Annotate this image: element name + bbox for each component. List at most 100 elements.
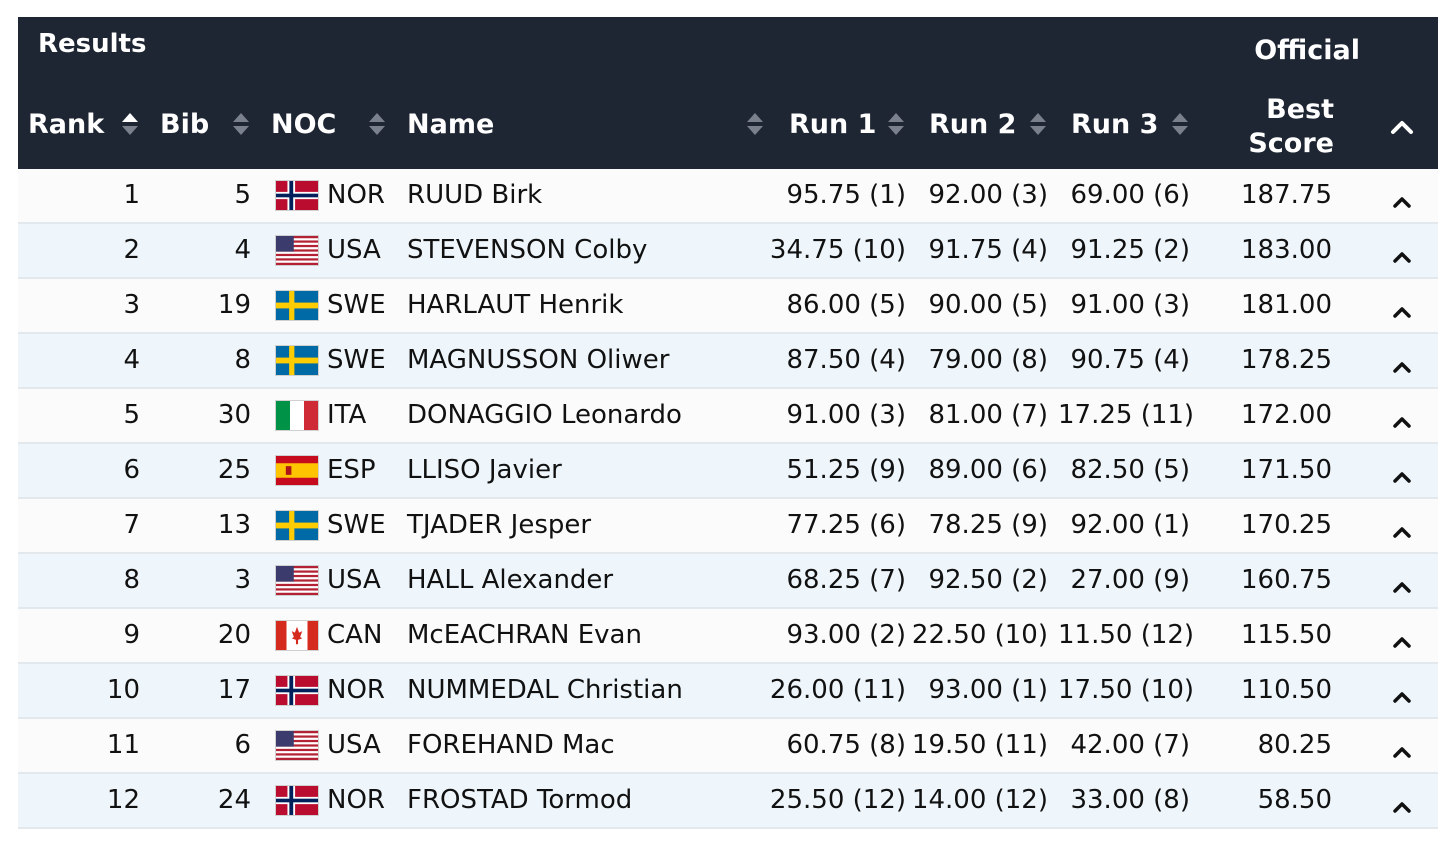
expand-chevron-up-icon[interactable]	[1392, 352, 1412, 373]
bib-cell: 5	[234, 180, 251, 210]
athlete-name[interactable]: TJADER Jesper	[407, 510, 592, 540]
athlete-name[interactable]: McEACHRAN Evan	[407, 620, 642, 650]
athlete-name[interactable]: FOREHAND Mac	[407, 730, 615, 760]
athlete-name[interactable]: DONAGGIO Leonardo	[407, 400, 682, 430]
table-row[interactable]: 7 13 SWE TJADER Jesper 77.25 (6) 78.25 (9) 92.…	[18, 499, 1438, 554]
table-row[interactable]: 9 20 CAN McEACHRAN Evan 93.00 (2) 22.50 (10) 1…	[18, 609, 1438, 664]
col-header-run2[interactable]: Run 2	[929, 109, 1017, 140]
usa-flag-icon	[275, 565, 319, 596]
bib-cell: 3	[234, 565, 251, 595]
table-row[interactable]: 8 3 USA HALL Alexander 68.25 (7) 92.50 (2) 27.…	[18, 554, 1438, 609]
best-score-cell: 171.50	[1241, 455, 1332, 485]
sort-bib-icon[interactable]	[231, 111, 251, 137]
athlete-name[interactable]: LLISO Javier	[407, 455, 562, 485]
col-header-rank[interactable]: Rank	[28, 109, 105, 140]
athlete-name[interactable]: RUUD Birk	[407, 180, 543, 210]
rank-cell: 8	[123, 565, 140, 595]
best-score-cell: 170.25	[1241, 510, 1332, 540]
run1-cell: 86.00 (5)	[786, 290, 906, 320]
sort-run1-icon[interactable]	[886, 111, 906, 137]
table-row[interactable]: 2 4 USA STEVENSON Colby 34.75 (10) 91.75 (4) 9…	[18, 224, 1438, 279]
bib-cell: 30	[217, 400, 251, 430]
table-row[interactable]: 1 5 NOR RUUD Birk 95.75 (1) 92.00 (3) 69.00 (6…	[18, 169, 1438, 224]
results-table: Results Official Rank Bib NOC Name Run 1…	[18, 17, 1438, 829]
spain-flag-icon	[275, 455, 319, 486]
expand-chevron-up-icon[interactable]	[1392, 242, 1412, 263]
table-row[interactable]: 5 30 ITA DONAGGIO Leonardo 91.00 (3) 81.00 (7…	[18, 389, 1438, 444]
expand-chevron-up-icon[interactable]	[1392, 737, 1412, 758]
col-header-bib[interactable]: Bib	[160, 109, 210, 140]
run1-cell: 91.00 (3)	[786, 400, 906, 430]
italy-flag-icon	[275, 400, 319, 431]
sweden-flag-icon	[275, 290, 319, 321]
expand-chevron-up-icon[interactable]	[1392, 517, 1412, 538]
noc-cell: NOR	[327, 785, 385, 815]
athlete-name[interactable]: HARLAUT Henrik	[407, 290, 624, 320]
table-header: Results Official Rank Bib NOC Name Run 1…	[18, 17, 1438, 169]
run2-cell: 91.75 (4)	[928, 235, 1048, 265]
col-header-best-score[interactable]: Best Score	[1248, 93, 1334, 161]
rank-cell: 11	[106, 730, 140, 760]
best-score-cell: 115.50	[1241, 620, 1332, 650]
noc-cell: SWE	[327, 345, 386, 375]
sort-run2-icon[interactable]	[1028, 111, 1048, 137]
col-header-noc[interactable]: NOC	[271, 109, 337, 140]
expand-chevron-up-icon[interactable]	[1392, 792, 1412, 813]
athlete-name[interactable]: STEVENSON Colby	[407, 235, 648, 265]
table-row[interactable]: 11 6 USA FOREHAND Mac 60.75 (8) 19.50 (11) 42.…	[18, 719, 1438, 774]
bib-cell: 25	[217, 455, 251, 485]
table-row[interactable]: 6 25 ESP LLISO Javier 51.25 (9) 89.00 (6) 82.5…	[18, 444, 1438, 499]
run3-cell: 92.00 (1)	[1070, 510, 1190, 540]
run2-cell: 90.00 (5)	[928, 290, 1048, 320]
table-row[interactable]: 4 8 SWE MAGNUSSON Oliwer 87.50 (4) 79.00 (8) 9…	[18, 334, 1438, 389]
col-header-run3[interactable]: Run 3	[1071, 109, 1159, 140]
bib-cell: 8	[234, 345, 251, 375]
sort-name-icon[interactable]	[745, 111, 765, 137]
best-score-cell: 187.75	[1241, 180, 1332, 210]
best-score-cell: 181.00	[1241, 290, 1332, 320]
rank-cell: 3	[123, 290, 140, 320]
run2-cell: 92.00 (3)	[928, 180, 1048, 210]
noc-cell: USA	[327, 730, 381, 760]
rank-cell: 9	[123, 620, 140, 650]
rank-cell: 6	[123, 455, 140, 485]
col-header-run1[interactable]: Run 1	[789, 109, 877, 140]
table-row[interactable]: 3 19 SWE HARLAUT Henrik 86.00 (5) 90.00 (5) 91…	[18, 279, 1438, 334]
norway-flag-icon	[275, 180, 319, 211]
noc-cell: NOR	[327, 180, 385, 210]
best-score-cell: 178.25	[1241, 345, 1332, 375]
noc-cell: ITA	[327, 400, 367, 430]
athlete-name[interactable]: NUMMEDAL Christian	[407, 675, 683, 705]
athlete-name[interactable]: MAGNUSSON Oliwer	[407, 345, 670, 375]
athlete-name[interactable]: HALL Alexander	[407, 565, 614, 595]
official-status: Official	[1254, 35, 1360, 66]
run3-cell: 27.00 (9)	[1070, 565, 1190, 595]
expand-chevron-up-icon[interactable]	[1392, 187, 1412, 208]
collapse-all-chevron-up-icon[interactable]	[1390, 117, 1414, 137]
best-score-cell: 183.00	[1241, 235, 1332, 265]
expand-chevron-up-icon[interactable]	[1392, 407, 1412, 428]
expand-chevron-up-icon[interactable]	[1392, 682, 1412, 703]
run3-cell: 33.00 (8)	[1070, 785, 1190, 815]
bib-cell: 20	[217, 620, 251, 650]
athlete-name[interactable]: FROSTAD Tormod	[407, 785, 633, 815]
bib-cell: 17	[217, 675, 251, 705]
expand-chevron-up-icon[interactable]	[1392, 627, 1412, 648]
best-score-cell: 110.50	[1241, 675, 1332, 705]
sort-run3-icon[interactable]	[1170, 111, 1190, 137]
expand-chevron-up-icon[interactable]	[1392, 462, 1412, 483]
table-row[interactable]: 10 17 NOR NUMMEDAL Christian 26.00 (11) 93.00…	[18, 664, 1438, 719]
run2-cell: 14.00 (12)	[911, 785, 1048, 815]
noc-cell: NOR	[327, 675, 385, 705]
table-row[interactable]: 12 24 NOR FROSTAD Tormod 25.50 (12) 14.00 (12…	[18, 774, 1438, 829]
sort-noc-icon[interactable]	[367, 111, 387, 137]
run3-cell: 17.25 (11)	[1058, 400, 1195, 430]
run3-cell: 91.00 (3)	[1070, 290, 1190, 320]
noc-cell: SWE	[327, 290, 386, 320]
sort-rank-icon[interactable]	[120, 111, 140, 137]
sweden-flag-icon	[275, 345, 319, 376]
expand-chevron-up-icon[interactable]	[1392, 572, 1412, 593]
col-header-name[interactable]: Name	[407, 109, 495, 140]
expand-chevron-up-icon[interactable]	[1392, 297, 1412, 318]
run3-cell: 90.75 (4)	[1070, 345, 1190, 375]
